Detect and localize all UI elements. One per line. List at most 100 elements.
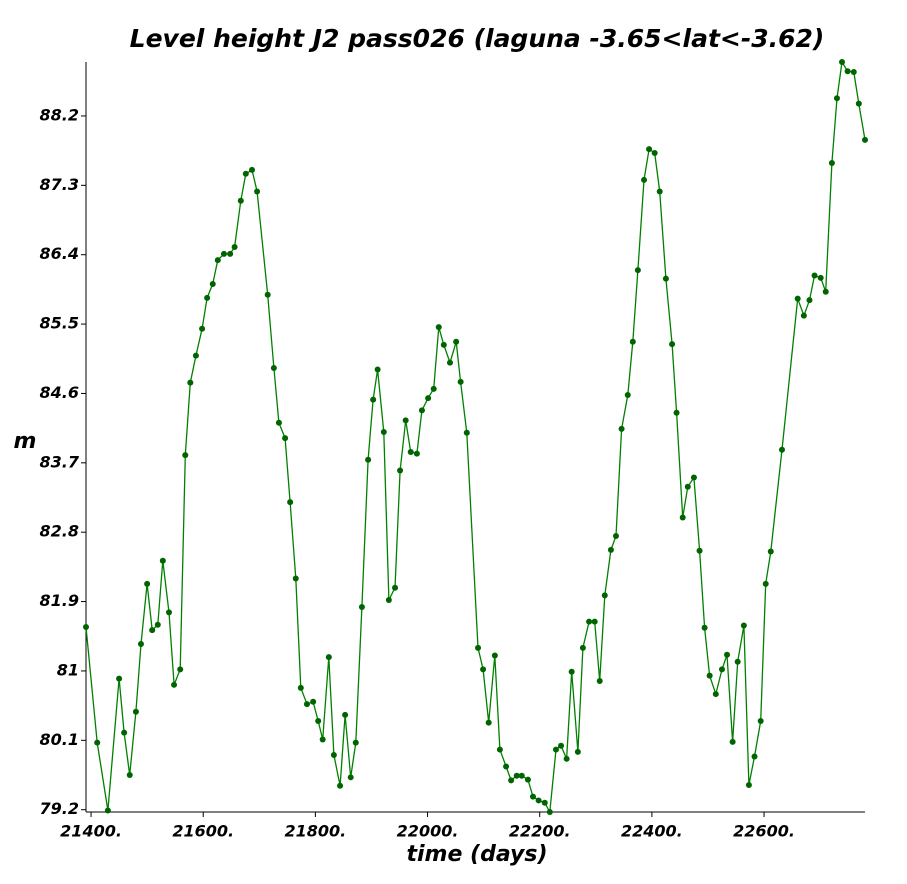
data-point [724, 651, 731, 658]
data-point [187, 379, 194, 386]
data-point [254, 188, 261, 195]
data-point [641, 176, 648, 183]
data-point [518, 772, 525, 779]
data-point [552, 746, 559, 753]
data-point [662, 275, 669, 282]
data-point [855, 100, 862, 107]
data-point [264, 291, 271, 298]
data-point [734, 658, 741, 665]
data-point [337, 782, 344, 789]
data-point [402, 417, 409, 424]
x-tick-label: 22200. [509, 822, 571, 841]
data-point [491, 652, 498, 659]
data-point [319, 736, 326, 743]
y-tick-label: 81 [57, 660, 79, 679]
data-point [358, 603, 365, 610]
data-point [729, 738, 736, 745]
x-tick-label: 22600. [733, 822, 795, 841]
x-axis-label: time (days) [406, 842, 547, 867]
data-point [374, 366, 381, 373]
y-axis-label: m [14, 429, 37, 454]
y-tick-label: 80.1 [40, 730, 79, 749]
data-point [607, 546, 614, 553]
data-point [541, 799, 548, 806]
data-point [275, 419, 282, 426]
data-point [591, 618, 598, 625]
y-tick-label: 83.7 [40, 452, 80, 471]
data-point [214, 257, 221, 264]
data-point [154, 621, 161, 628]
y-tick-label: 82.8 [40, 522, 79, 541]
x-tick-label: 21600. [172, 822, 234, 841]
data-point [231, 243, 238, 250]
data-point [679, 514, 686, 521]
data-point [453, 338, 460, 345]
data-point [601, 592, 608, 599]
data-point [563, 755, 570, 762]
data-line [85, 60, 866, 815]
data-point [651, 149, 658, 156]
data-point [839, 59, 846, 65]
data-point [475, 644, 482, 651]
data-point [380, 428, 387, 435]
data-point [171, 681, 178, 688]
data-point [673, 409, 680, 416]
data-point [166, 609, 173, 616]
data-point [282, 435, 289, 442]
data-point [684, 483, 691, 490]
data-point [418, 407, 425, 414]
data-point [745, 782, 752, 789]
data-point [227, 250, 234, 257]
data-point [656, 188, 663, 195]
data-point [330, 751, 337, 758]
data-point [457, 378, 464, 385]
data-point [425, 395, 432, 402]
data-point [347, 774, 354, 781]
data-point [778, 446, 785, 453]
data-point [446, 359, 453, 366]
data-point [485, 719, 492, 726]
data-point [712, 691, 719, 698]
data-point [440, 341, 447, 348]
data-point [574, 748, 581, 755]
y-tick-label: 79.2 [40, 799, 79, 818]
y-tick-label: 85.5 [40, 314, 79, 333]
x-tick-label: 22400. [621, 822, 683, 841]
data-point [270, 365, 277, 372]
data-point [669, 341, 676, 348]
data-point [586, 618, 593, 625]
data-point [844, 68, 851, 75]
data-point [104, 807, 111, 814]
data-point [794, 295, 801, 302]
data-point [192, 352, 199, 359]
x-tick-label: 22000. [397, 822, 459, 841]
data-point [209, 280, 216, 287]
data-point [624, 391, 631, 398]
data-point [629, 338, 636, 345]
data-point [850, 69, 857, 76]
data-point [159, 557, 166, 564]
data-point [435, 324, 442, 331]
data-point [385, 597, 392, 604]
data-point [292, 575, 299, 582]
data-point [568, 668, 575, 675]
chart-title: Level height J2 pass026 (laguna -3.65<la… [130, 24, 825, 53]
data-point [862, 136, 868, 143]
data-point [701, 624, 708, 631]
data-point [762, 580, 769, 587]
data-point [297, 684, 304, 691]
data-point [634, 267, 641, 274]
data-point [137, 640, 144, 647]
data-point [249, 166, 256, 173]
data-point [740, 622, 747, 629]
data-point [496, 746, 503, 753]
data-point [94, 739, 101, 746]
data-point [199, 325, 206, 332]
data-point [757, 718, 764, 725]
y-tick-label: 87.3 [40, 175, 79, 194]
data-point [618, 425, 625, 432]
data-point [413, 450, 420, 457]
data-point [800, 312, 807, 319]
data-point [546, 809, 553, 815]
